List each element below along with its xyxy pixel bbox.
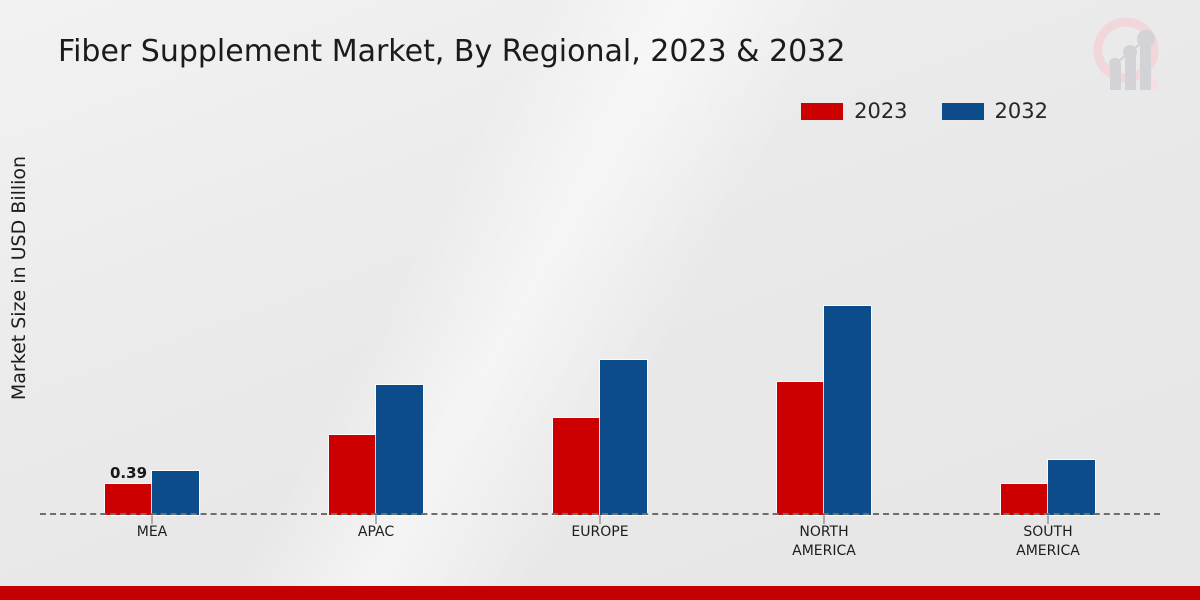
bar-2032-europe[interactable] [599,359,648,516]
x-axis-baseline [40,513,1160,515]
bar-group-mea: 0.39 [104,140,200,524]
x-axis-label-apac: APAC [357,524,395,540]
plot-area: 0.39 [40,140,1160,524]
bar-2023-north-america[interactable] [776,381,825,516]
axis-tick-mea [151,515,153,524]
bar-group-north-america [776,140,872,524]
legend-label-2023: 2023 [854,99,908,123]
legend-item-2032[interactable]: 2032 [941,99,1048,123]
bar-group-europe [552,140,648,524]
legend-label-2032: 2032 [994,99,1048,123]
legend-item-2023[interactable]: 2023 [801,99,908,123]
x-axis-label-north-america: NORTH AMERICA [792,524,856,559]
axis-tick-north-america [823,515,825,524]
y-axis-title: Market Size in USD Billion [2,0,36,600]
market-research-logo-icon [1082,6,1178,98]
bar-2032-south-america[interactable] [1047,459,1096,516]
bar-2023-apac[interactable] [328,434,377,516]
legend-swatch-2023 [801,103,844,120]
x-axis-labels: MEA APAC EUROPE NORTH AMERICA SOUTH AMER… [40,523,1160,561]
page-title: Fiber Supplement Market, By Regional, 20… [58,34,846,69]
footer-accent-bar [0,586,1200,600]
bar-groups: 0.39 [40,140,1160,524]
bar-value-label-mea-2023: 0.39 [109,464,148,482]
bar-2023-mea[interactable]: 0.39 [104,464,153,516]
axis-tick-apac [375,515,377,524]
bar-2032-mea[interactable] [151,470,200,516]
x-axis-label-mea: MEA [136,524,168,540]
axis-tick-south-america [1047,515,1049,524]
bar-2032-north-america[interactable] [823,305,872,516]
bar-2023-europe[interactable] [552,417,601,516]
x-axis-label-south-america: SOUTH AMERICA [1016,524,1080,559]
bar-group-south-america [1000,140,1096,524]
legend-swatch-2032 [941,103,984,120]
y-axis-title-text: Market Size in USD Billion [8,155,30,401]
bar-group-apac [328,140,424,524]
chart-legend: 2023 2032 [801,101,1048,122]
bar-2023-south-america[interactable] [1000,483,1049,516]
axis-tick-europe [599,515,601,524]
bar-2032-apac[interactable] [375,384,424,516]
x-axis-label-europe: EUROPE [571,524,629,540]
